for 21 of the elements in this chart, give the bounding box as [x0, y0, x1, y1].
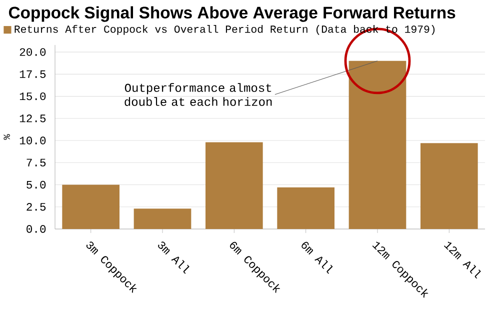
bar: [206, 142, 263, 229]
y-tick-label: 2.5: [26, 203, 46, 211]
y-axis-title: %: [4, 134, 10, 140]
x-tick-label: 6m All: [302, 242, 333, 274]
bar: [420, 143, 478, 229]
y-tick-label: 17.5: [20, 70, 46, 78]
y-tick-label: 5.0: [26, 180, 46, 189]
bar: [277, 187, 334, 229]
bar: [348, 60, 406, 229]
y-tick-label: 12.5: [20, 114, 46, 122]
y-tick-label: 10.0: [20, 136, 46, 144]
annotation: Outperformance almost double at each horizon: [124, 83, 272, 106]
y-tick-label: 15.0: [20, 92, 46, 100]
y-tick-label: 7.5: [26, 158, 46, 166]
x-tick-label: 12m All: [444, 242, 481, 279]
x-tick-label: 3m All: [158, 242, 190, 274]
y-tick-label: 20.0: [20, 48, 46, 56]
bar: [62, 184, 120, 229]
y-tick-label: 0.0: [26, 225, 46, 233]
bar: [134, 208, 192, 229]
chart-title: Coppock Signal Shows Above Average Forward Returns: [8, 6, 456, 22]
